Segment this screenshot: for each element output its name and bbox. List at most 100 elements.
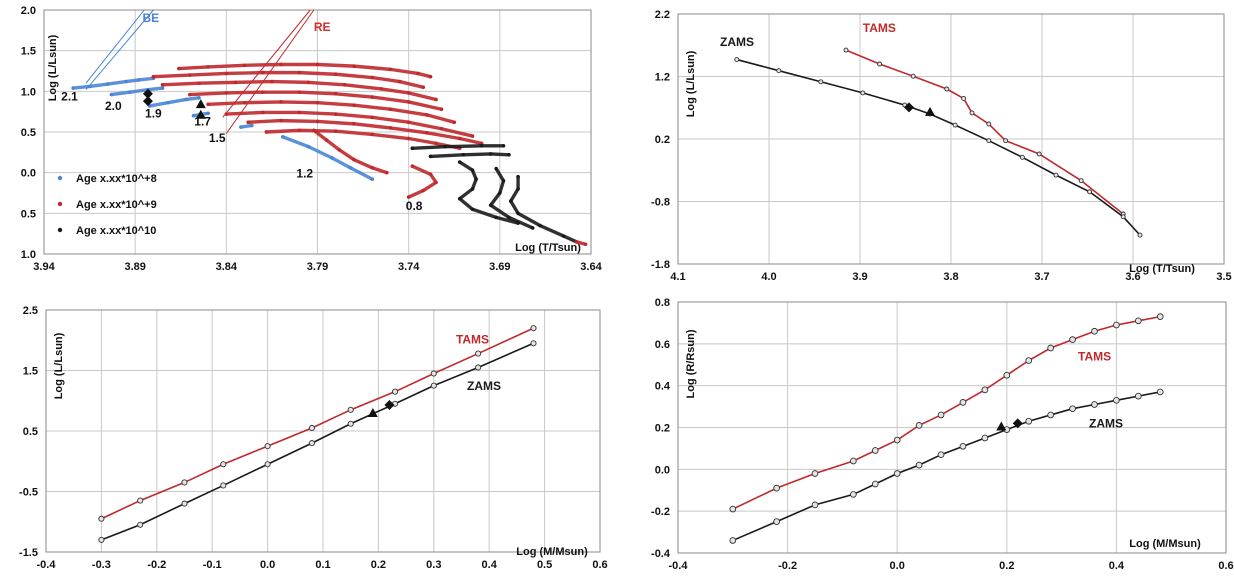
mass-label: 1.5 xyxy=(209,131,226,145)
data-point xyxy=(181,479,188,486)
data-point xyxy=(811,470,819,477)
data-point xyxy=(370,115,375,120)
data-point xyxy=(729,537,737,544)
track-series-line xyxy=(71,76,156,90)
track-series-line xyxy=(489,166,535,230)
data-point xyxy=(421,85,426,90)
data-point xyxy=(343,82,347,87)
data-point xyxy=(986,121,992,127)
y-tick-label: -1.8 xyxy=(651,259,670,271)
data-point xyxy=(981,434,989,442)
data-point xyxy=(406,120,411,125)
x-tick-label: 3.89 xyxy=(124,261,145,273)
data-point xyxy=(406,91,411,95)
data-point xyxy=(501,178,506,183)
annotation-label: TAMS xyxy=(456,332,489,346)
data-point xyxy=(910,73,916,79)
data-point xyxy=(98,536,105,543)
data-point xyxy=(734,57,740,63)
x-tick-label: -0.4 xyxy=(669,560,689,572)
data-point xyxy=(470,207,475,212)
x-tick-label: 3.6 xyxy=(1125,271,1140,283)
data-point xyxy=(986,138,992,144)
x-tick-label: 3.94 xyxy=(33,261,55,273)
triangle-marker xyxy=(367,408,378,418)
data-point xyxy=(507,152,511,157)
data-point xyxy=(952,122,958,128)
x-tick-label: 3.7 xyxy=(1034,271,1049,283)
data-point xyxy=(160,86,165,90)
data-point xyxy=(508,199,513,203)
y-tick-label: 0.2 xyxy=(655,134,670,146)
data-point xyxy=(494,215,499,220)
data-point xyxy=(1137,232,1143,238)
y-tick-label: -0.8 xyxy=(651,197,670,209)
data-point xyxy=(333,91,338,96)
track-series-line xyxy=(188,90,444,111)
data-point xyxy=(430,370,437,377)
data-point xyxy=(224,112,229,116)
legend-swatch xyxy=(57,227,63,233)
data-point xyxy=(583,242,588,247)
diamond-marker xyxy=(142,88,153,99)
y-tick-label: -0.2 xyxy=(651,506,670,518)
x-tick-label: 0.6 xyxy=(592,559,607,571)
annotation-label: TAMS xyxy=(863,21,896,35)
y-tick-label: -1.5 xyxy=(19,547,38,559)
data-point xyxy=(391,388,399,395)
data-point xyxy=(260,90,265,94)
x-tick-label: 3.74 xyxy=(398,261,420,273)
data-point xyxy=(1053,172,1059,178)
diamond-marker xyxy=(904,102,914,113)
hr-tracks-chart: 3.94 3.89 3.84 3.79 3.74 3.69 3.64 1.0 0.5 0.0 0.5… xyxy=(21,5,603,273)
triangle-marker xyxy=(996,421,1007,431)
y-tick-label: -0.5 xyxy=(19,487,38,499)
x-tick-label: 0.0 xyxy=(890,560,905,572)
data-point xyxy=(370,132,375,137)
data-point xyxy=(206,111,210,116)
annotation-label: ZAMS xyxy=(1089,417,1123,431)
data-point xyxy=(105,82,110,86)
data-point xyxy=(1091,401,1098,408)
data-point xyxy=(297,110,302,115)
data-point xyxy=(260,110,265,115)
x-tick-label: 0.5 xyxy=(537,559,552,571)
data-point xyxy=(428,172,433,177)
data-point xyxy=(516,174,520,179)
track-series-line xyxy=(428,152,511,159)
data-point xyxy=(370,177,375,182)
tams-series-line xyxy=(732,315,1161,510)
data-point xyxy=(530,226,535,230)
x-tick-label: 0.6 xyxy=(1218,560,1233,572)
data-point xyxy=(439,107,444,112)
data-point xyxy=(242,63,247,68)
plot-border xyxy=(43,9,592,255)
data-point xyxy=(1156,313,1164,320)
data-point xyxy=(501,143,506,148)
data-point xyxy=(333,72,338,77)
data-point xyxy=(312,128,316,133)
data-point xyxy=(893,436,901,444)
x-tick-label: 3.69 xyxy=(489,261,510,273)
x-tick-label: -0.4 xyxy=(37,559,57,571)
hr-zams-tams-chart: 4.1 4.0 3.9 3.8 3.7 3.6 3.5 -1.8 -0.8 0.2 1.2 2.2 Lo… xyxy=(651,9,1232,283)
data-point xyxy=(370,95,375,99)
x-tick-label: 0.4 xyxy=(1109,560,1125,572)
data-point xyxy=(470,134,475,138)
data-point xyxy=(425,130,429,135)
data-point xyxy=(915,461,923,469)
data-point xyxy=(315,62,320,67)
data-point xyxy=(457,196,462,201)
data-point xyxy=(773,518,780,525)
mass-label: 0.8 xyxy=(406,199,423,213)
diamond-marker xyxy=(142,96,153,107)
annotation-label: ZAMS xyxy=(720,35,754,49)
data-point xyxy=(1078,178,1084,184)
data-point xyxy=(470,168,475,173)
data-point xyxy=(1069,336,1076,344)
y-tick-label: 0.6 xyxy=(655,339,670,351)
data-point xyxy=(1156,388,1164,396)
track-series-line xyxy=(312,128,389,175)
y-tick-label: 2.0 xyxy=(21,5,36,17)
data-point xyxy=(944,86,950,92)
